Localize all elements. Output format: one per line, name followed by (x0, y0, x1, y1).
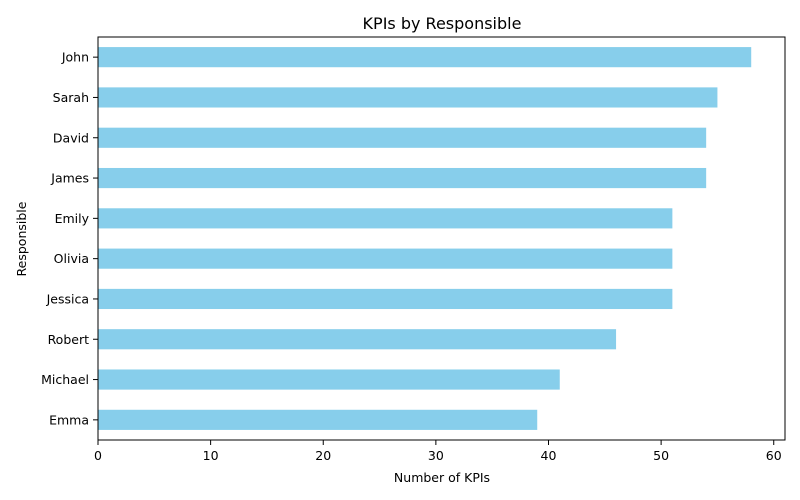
bar-robert (98, 329, 617, 350)
bar-james (98, 167, 707, 189)
y-axis-label: Responsible (14, 201, 29, 276)
bar-sarah (98, 87, 718, 108)
y-tick-label-jessica: Jessica (46, 291, 89, 306)
x-tick-label-10: 10 (203, 448, 219, 463)
bar-michael (98, 369, 560, 390)
y-tick-label-john: John (61, 50, 89, 65)
bar-david (98, 127, 707, 148)
y-tick-label-david: David (53, 130, 89, 145)
bar-john (98, 47, 752, 68)
x-tick-label-0: 0 (94, 448, 102, 463)
x-tick-label-50: 50 (653, 448, 669, 463)
chart-title: KPIs by Responsible (363, 14, 522, 33)
x-ticks-group: 0 10 20 30 40 50 60 (94, 440, 782, 463)
y-tick-label-james: James (50, 171, 89, 186)
y-tick-label-olivia: Olivia (54, 251, 89, 266)
x-tick-label-60: 60 (766, 448, 782, 463)
plot-frame (97, 36, 786, 441)
bars-group (98, 47, 752, 430)
bar-olivia (98, 248, 673, 269)
y-tick-label-michael: Michael (41, 372, 89, 387)
y-ticks-group: John Sarah David James Emily Olivia Jessica Rob… (41, 50, 98, 427)
x-axis-label: Number of KPIs (394, 470, 490, 485)
y-tick-label-sarah: Sarah (53, 90, 89, 105)
y-tick-label-emma: Emma (49, 412, 89, 427)
x-tick-label-20: 20 (315, 448, 331, 463)
x-tick-label-30: 30 (428, 448, 444, 463)
bar-jessica (98, 288, 673, 310)
bar-emma (98, 409, 538, 430)
y-tick-label-emily: Emily (55, 211, 90, 226)
x-tick-label-40: 40 (541, 448, 557, 463)
bar-emily (98, 208, 673, 229)
y-tick-label-robert: Robert (48, 332, 90, 347)
